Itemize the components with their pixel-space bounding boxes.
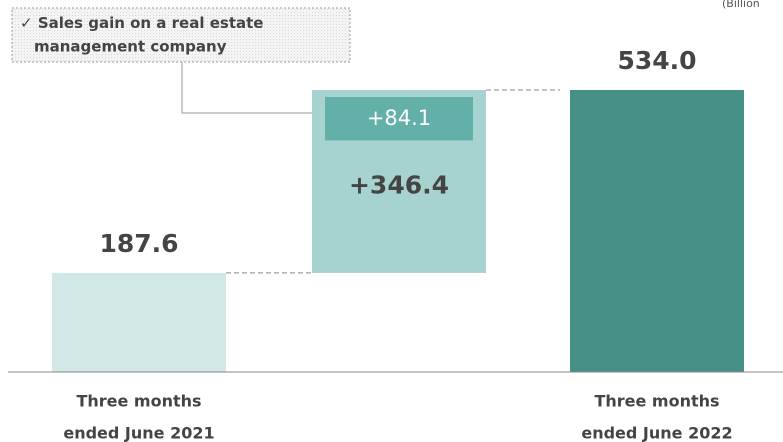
annotation-line: management company	[34, 38, 227, 56]
bar	[570, 90, 744, 372]
x-tick-label: Three months	[76, 392, 201, 411]
value-label: 187.6	[99, 229, 178, 258]
x-tick-label: ended June 2021	[63, 424, 214, 442]
value-label: +346.4	[349, 170, 449, 199]
annotation-line: Sales gain on a real estate	[38, 14, 264, 32]
annotation-text: ✓ Sales gain on a real estate	[20, 14, 263, 32]
value-label: 534.0	[617, 46, 696, 75]
plot: 187.6 Three months ended June 2021 +346.4 +8…	[52, 46, 744, 442]
check-mark: ✓	[20, 14, 33, 32]
breakdown-label: +84.1	[367, 106, 431, 130]
x-tick-label: Three months	[594, 392, 719, 411]
annotation-box	[11, 7, 351, 63]
unit-label: (Billion	[722, 0, 760, 10]
breakdown-bar	[325, 97, 473, 141]
annotation-leader	[181, 62, 325, 114]
x-tick-label: ended June 2022	[581, 424, 732, 442]
bar	[52, 272, 226, 372]
